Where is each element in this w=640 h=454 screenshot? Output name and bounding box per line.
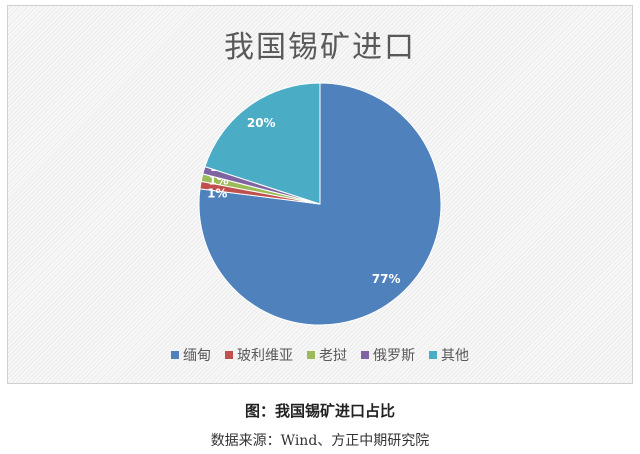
legend: 缅甸 玻利维亚 老挝 俄罗斯 其他 <box>0 345 640 365</box>
data-label: 1% <box>207 187 227 201</box>
legend-swatch <box>171 351 179 359</box>
legend-swatch <box>361 351 369 359</box>
legend-item: 缅甸 <box>171 345 211 365</box>
legend-label: 俄罗斯 <box>373 348 415 364</box>
pie-slice-其他 <box>204 82 321 205</box>
chart-title: 我国锡矿进口 <box>224 30 416 65</box>
data-source: 数据来源：Wind、方正中期研究院 <box>210 433 430 449</box>
legend-swatch <box>429 351 437 359</box>
legend-swatch <box>225 351 233 359</box>
legend-item: 老挝 <box>307 345 347 365</box>
legend-item: 玻利维亚 <box>225 345 293 365</box>
data-label: 20% <box>247 116 276 130</box>
legend-label: 其他 <box>441 348 469 364</box>
data-label: 77% <box>372 272 401 286</box>
legend-label: 玻利维亚 <box>237 348 293 364</box>
figure-caption: 图：我国锡矿进口占比 <box>244 402 395 420</box>
legend-label: 缅甸 <box>183 348 211 364</box>
legend-label: 老挝 <box>319 348 347 364</box>
legend-item: 其他 <box>429 345 469 365</box>
legend-swatch <box>307 351 315 359</box>
legend-item: 俄罗斯 <box>361 345 415 365</box>
